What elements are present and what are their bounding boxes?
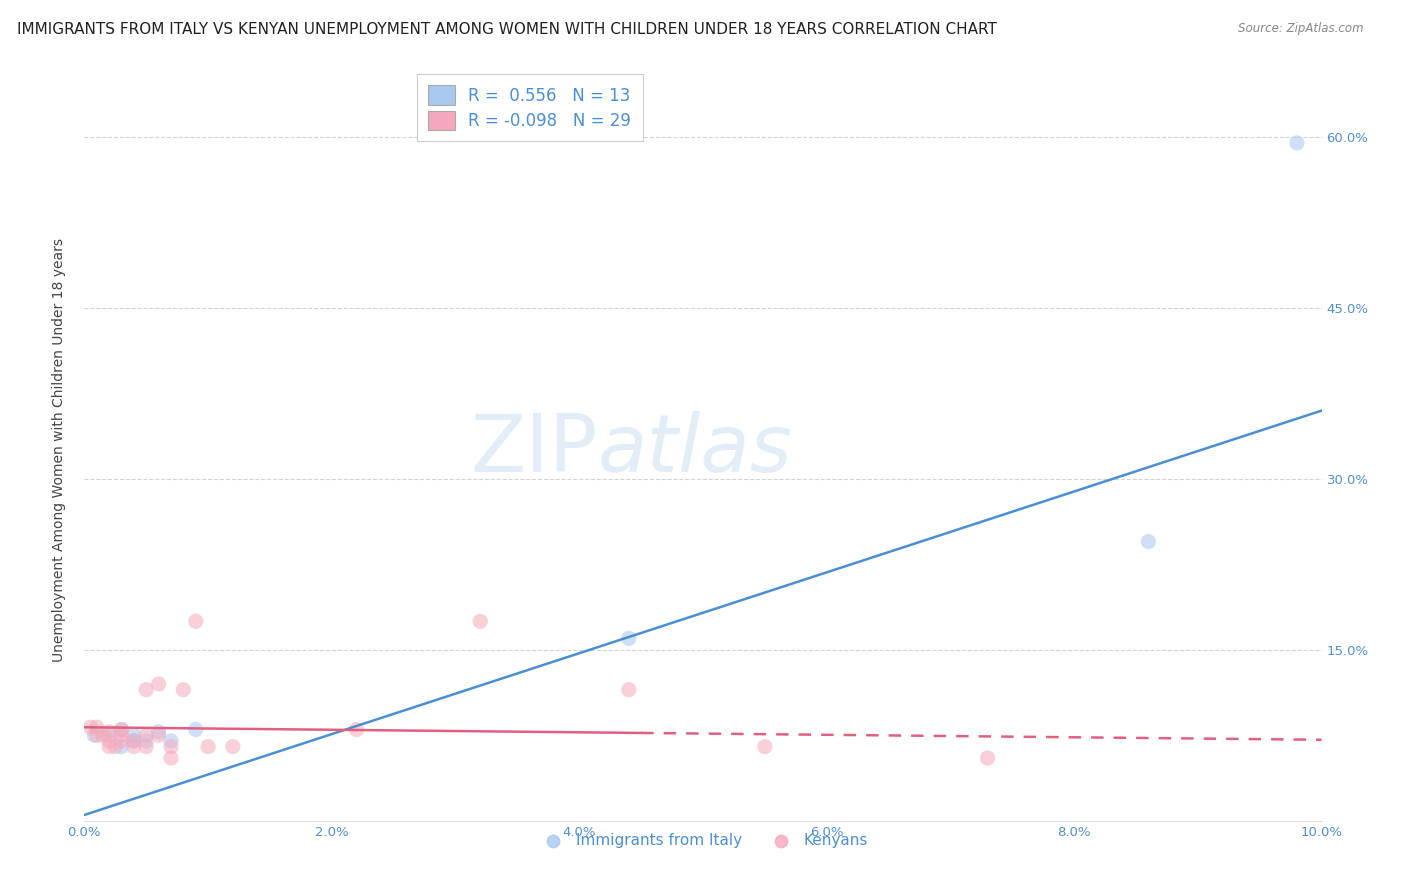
Text: ZIP: ZIP [471, 411, 598, 490]
Point [197, 739, 219, 754]
Point [122, 734, 145, 748]
Legend: Immigrants from Italy, Kenyans: Immigrants from Italy, Kenyans [531, 827, 875, 854]
Point [98, 734, 121, 748]
Point [98, 724, 121, 739]
Point [104, 739, 127, 754]
Text: Source: ZipAtlas.com: Source: ZipAtlas.com [1239, 22, 1364, 36]
Point [617, 632, 640, 646]
Point [160, 751, 183, 765]
Point [110, 723, 132, 737]
Point [1137, 534, 1160, 549]
Point [470, 615, 492, 629]
Point [976, 751, 998, 765]
Point [148, 728, 170, 742]
Point [122, 728, 145, 742]
Point [160, 734, 183, 748]
Point [135, 682, 157, 697]
Point [135, 728, 157, 742]
Point [148, 677, 170, 691]
Point [91, 728, 114, 742]
Point [86, 720, 108, 734]
Point [172, 682, 194, 697]
Point [110, 728, 132, 742]
Y-axis label: Unemployment Among Women with Children Under 18 years: Unemployment Among Women with Children U… [52, 238, 66, 663]
Point [110, 723, 132, 737]
Point [1285, 136, 1308, 150]
Point [617, 682, 640, 697]
Point [346, 723, 368, 737]
Point [184, 723, 207, 737]
Point [110, 739, 132, 754]
Text: atlas: atlas [598, 411, 793, 490]
Point [222, 739, 245, 754]
Text: IMMIGRANTS FROM ITALY VS KENYAN UNEMPLOYMENT AMONG WOMEN WITH CHILDREN UNDER 18 : IMMIGRANTS FROM ITALY VS KENYAN UNEMPLOY… [17, 22, 997, 37]
Point [79, 720, 101, 734]
Point [110, 734, 132, 748]
Point [160, 739, 183, 754]
Point [148, 724, 170, 739]
Point [98, 739, 121, 754]
Point [86, 728, 108, 742]
Point [184, 615, 207, 629]
Point [135, 739, 157, 754]
Point [83, 728, 105, 742]
Point [754, 739, 776, 754]
Point [122, 734, 145, 748]
Point [98, 728, 121, 742]
Point [135, 734, 157, 748]
Point [122, 739, 145, 754]
